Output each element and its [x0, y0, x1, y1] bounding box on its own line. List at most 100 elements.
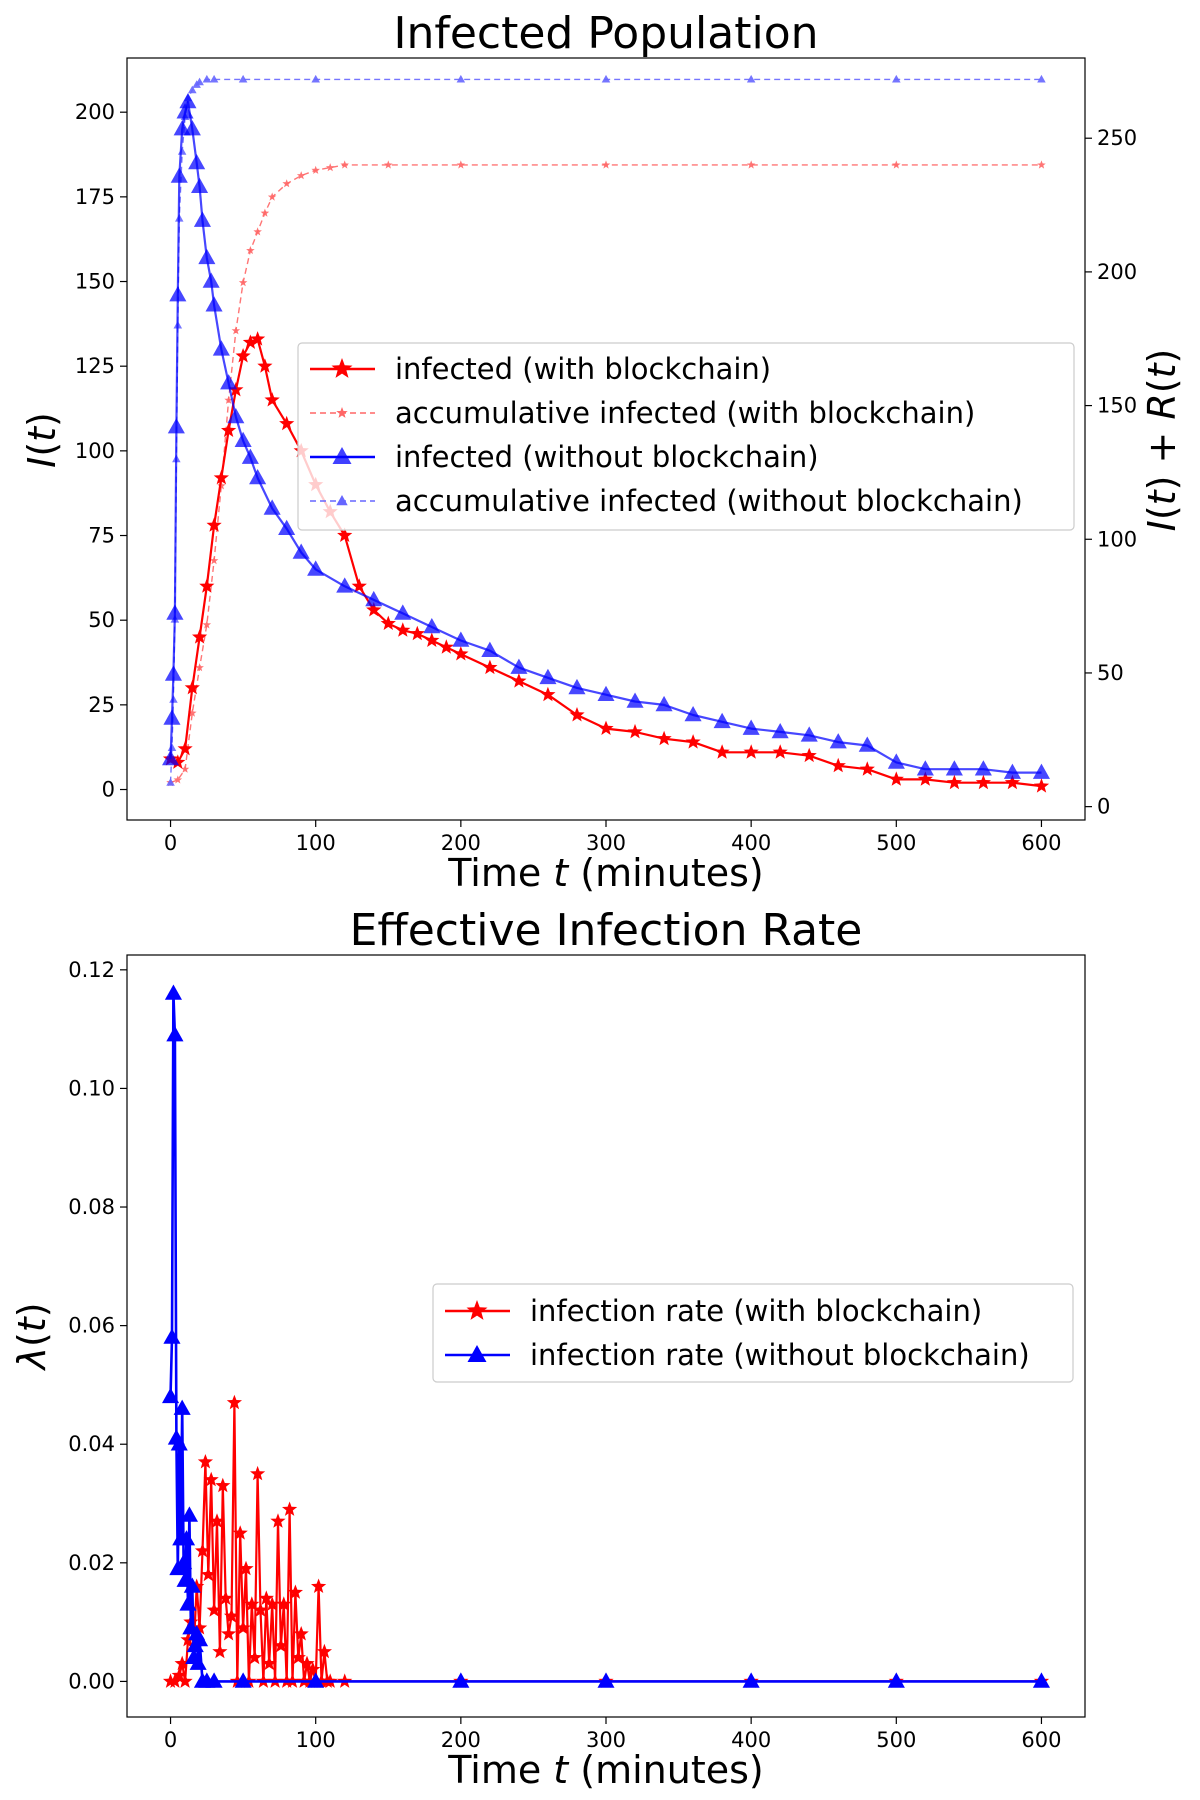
- y-tick-label: 100: [1097, 527, 1137, 551]
- data-point: [916, 760, 934, 776]
- data-point: [974, 760, 992, 776]
- data-point: [175, 1553, 193, 1570]
- y-tick-label: 175: [75, 185, 115, 209]
- data-point: [601, 74, 611, 83]
- y-tick-label: 0.12: [68, 958, 115, 982]
- data-point: [223, 1608, 240, 1623]
- data-point: [888, 771, 904, 786]
- data-point: [746, 74, 756, 83]
- data-point: [232, 1525, 248, 1540]
- data-point: [166, 778, 175, 786]
- y-tick-label: 0.08: [68, 1195, 115, 1219]
- data-point: [183, 120, 201, 136]
- legend-box: [297, 342, 1075, 531]
- data-point: [307, 560, 325, 576]
- data-point: [179, 93, 197, 109]
- y-ticks: 0.00 0.02 0.04 0.06 0.08 0.10 0.12: [68, 958, 127, 1693]
- data-point: [195, 663, 204, 672]
- data-point: [452, 1672, 470, 1688]
- series-line: [170, 164, 1042, 784]
- data-point: [276, 1596, 292, 1611]
- data-point: [188, 708, 197, 717]
- data-point: [194, 1543, 211, 1558]
- data-point: [292, 543, 310, 559]
- data-point: [394, 604, 412, 620]
- legend-label: infection rate (with blockchain): [530, 1294, 982, 1328]
- chart-effective-infection-rate: Effective Infection Rate 0 100 200 300 400 50…: [10, 905, 1086, 1792]
- legend-entry: infection rate (without blockchain): [445, 1338, 1030, 1372]
- y-tick-label: 0.02: [68, 1551, 115, 1575]
- data-point: [242, 334, 258, 349]
- data-point: [311, 1578, 327, 1593]
- data-point: [655, 695, 673, 712]
- y-tick-label: 0: [102, 778, 115, 802]
- legend-box: [432, 1283, 1074, 1383]
- data-point: [299, 1655, 315, 1671]
- data-point: [887, 1672, 905, 1688]
- x-tick-label: 400: [731, 1728, 771, 1752]
- data-point: [173, 1399, 191, 1415]
- data-point: [178, 1530, 196, 1546]
- data-point: [453, 646, 469, 661]
- y-tick-label: 25: [88, 693, 115, 717]
- legend: infection rate (with blockchain) infecti…: [432, 1283, 1074, 1383]
- data-point: [164, 665, 182, 681]
- data-point: [174, 1655, 190, 1671]
- data-point: [170, 754, 186, 769]
- data-point: [173, 775, 183, 784]
- data-point: [829, 733, 847, 749]
- data-point: [365, 590, 383, 607]
- data-point: [423, 617, 441, 634]
- data-point: [456, 160, 466, 169]
- data-point: [191, 177, 209, 193]
- data-point: [945, 760, 963, 776]
- y2-axis-label: I(t) + R(t): [1140, 349, 1184, 532]
- data-point: [601, 160, 611, 169]
- data-point: [184, 679, 200, 695]
- data-point: [234, 1672, 252, 1688]
- data-point: [270, 1513, 286, 1528]
- data-point: [177, 740, 193, 756]
- data-point: [598, 720, 614, 735]
- data-point: [452, 631, 470, 647]
- data-point: [180, 1631, 196, 1647]
- x-tick-label: 500: [876, 831, 916, 855]
- data-point: [742, 719, 760, 735]
- data-point: [231, 326, 241, 335]
- x-tick-label: 0: [164, 831, 177, 855]
- data-point: [221, 1626, 237, 1641]
- data-point: [742, 1672, 760, 1688]
- data-point: [183, 1577, 201, 1593]
- y-tick-label: 0: [1097, 795, 1110, 819]
- data-point: [917, 771, 933, 786]
- plot-area: [162, 74, 1050, 793]
- x-axis-label: Time t (minutes): [447, 1748, 764, 1792]
- data-point: [197, 1454, 213, 1469]
- series-line: [170, 1401, 1042, 1683]
- data-point: [568, 678, 586, 695]
- data-point: [180, 1506, 198, 1522]
- x-axis-label: Time t (minutes): [447, 851, 764, 895]
- data-point: [162, 1387, 180, 1404]
- y-tick-label: 150: [1097, 394, 1137, 418]
- data-point: [209, 556, 219, 565]
- y-tick-label: 250: [1097, 126, 1137, 150]
- data-point: [395, 622, 411, 637]
- x-tick-label: 400: [731, 831, 771, 855]
- data-point: [263, 499, 281, 515]
- legend-marker-triangle: [336, 495, 348, 506]
- data-point: [188, 153, 206, 170]
- data-point: [481, 641, 499, 657]
- data-point: [325, 163, 335, 172]
- legend-label: accumulative infected (without blockchai…: [395, 484, 1023, 518]
- legend: infected (with blockchain) accumulative …: [297, 342, 1075, 531]
- data-point: [164, 984, 182, 1000]
- data-point: [203, 1471, 219, 1487]
- data-point: [238, 278, 248, 287]
- legend-label: infection rate (without blockchain): [530, 1338, 1030, 1372]
- data-point: [627, 723, 643, 739]
- data-point: [296, 171, 306, 180]
- data-point: [198, 248, 216, 265]
- data-point: [193, 211, 211, 227]
- chart-infected-population: Infected Population 0 100 200 300 400 500 600 …: [20, 8, 1184, 895]
